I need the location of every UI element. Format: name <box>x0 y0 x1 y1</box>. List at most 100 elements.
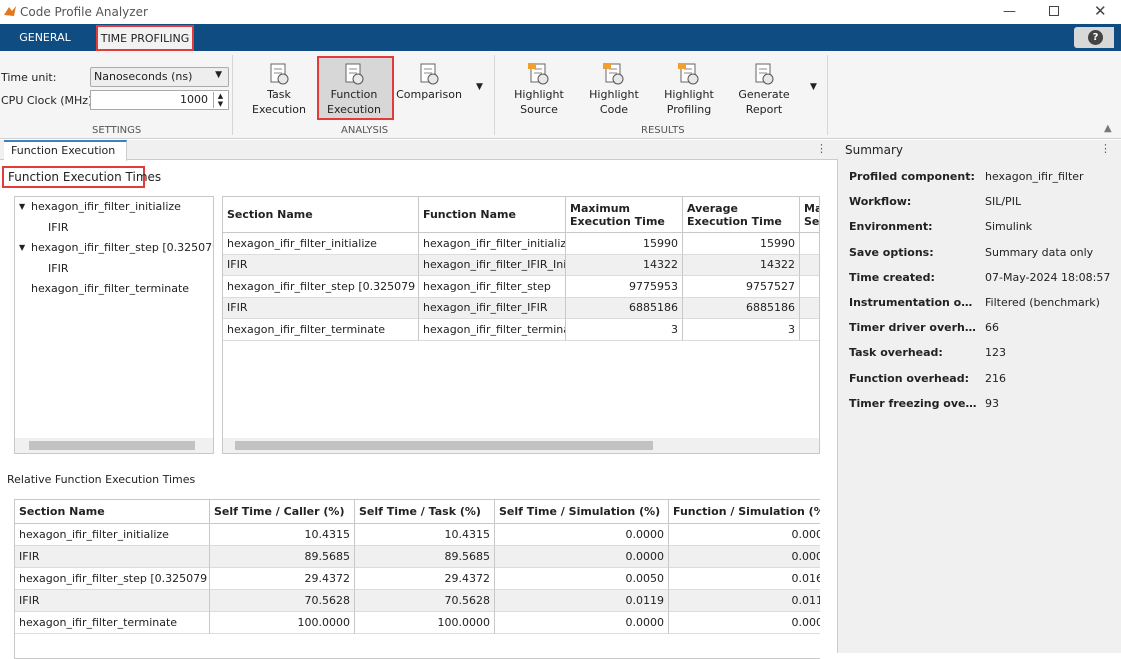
header-text: Maximum <box>570 201 630 215</box>
title-bar: Code Profile Analyzer — ✕ <box>0 0 1121 24</box>
table-cell: 100.0000 <box>210 612 355 634</box>
ribbon-button[interactable]: Comparison <box>393 56 465 120</box>
group-label: RESULTS <box>641 125 685 136</box>
collapse-toolstrip[interactable]: ▲ <box>1104 123 1112 134</box>
panel-tab-label: Function Execution <box>11 144 116 157</box>
column-header[interactable]: Function Name <box>419 197 566 233</box>
close-button[interactable]: ✕ <box>1094 2 1107 20</box>
table-cell: 0.0000 <box>495 524 669 546</box>
expand-arrow[interactable]: ▼ <box>19 243 26 252</box>
toolstrip: Time unit: Nanoseconds (ns) ▼ CPU Clock … <box>0 51 1121 139</box>
table-cell: 0.0119 <box>669 590 820 612</box>
ribbon-button[interactable]: Highlight Profiling <box>653 56 725 120</box>
h-scrollbar[interactable] <box>15 438 213 453</box>
table-cell: 0.0000 <box>669 612 820 634</box>
table-cell: IFIR <box>15 590 210 612</box>
column-header[interactable]: Function / Simulation (%) <box>669 500 820 524</box>
minimize-button[interactable]: — <box>1003 4 1016 19</box>
summary-value: hexagon_ifir_filter <box>985 170 1084 183</box>
button-label: Generate <box>738 88 790 101</box>
column-header[interactable]: Section Name <box>15 500 210 524</box>
table-cell: 29.4372 <box>210 568 355 590</box>
cpu-clock-value: 1000 <box>180 93 208 106</box>
window-title: Code Profile Analyzer <box>20 5 148 19</box>
more-analysis[interactable]: ▼ <box>476 82 483 92</box>
table-cell: 0.0000 <box>495 546 669 568</box>
tree-node[interactable]: IFIR <box>48 220 69 234</box>
ribbon-button[interactable]: Task Execution <box>243 56 315 120</box>
summary-key: Profiled component: <box>849 170 975 183</box>
ribbon-button[interactable]: Generate Report <box>728 56 800 120</box>
header-text: Section Name <box>227 208 313 221</box>
time-unit-dropdown[interactable]: Nanoseconds (ns) ▼ <box>90 67 229 87</box>
summary-value: 93 <box>985 396 999 410</box>
table-cell: hexagon_ifir_filter_step <box>419 276 566 298</box>
table-cell: 3 <box>683 319 800 341</box>
summary-key: Instrumentation overhead: <box>849 296 977 309</box>
tab-time-profiling[interactable]: TIME PROFILING <box>96 25 194 51</box>
button-icon <box>678 63 699 85</box>
h-scrollbar[interactable] <box>223 438 819 453</box>
button-label: Comparison <box>396 88 462 101</box>
table-cell: 9757527 <box>683 276 800 298</box>
ribbon-button[interactable]: Highlight Source <box>503 56 575 120</box>
table-cell: hexagon_ifir_filter_IFIR_Init <box>419 254 566 276</box>
table-cell <box>800 319 819 341</box>
header-text: Ma <box>804 201 819 215</box>
button-label: Execution <box>327 103 381 116</box>
header-text: Execution Time <box>570 214 665 228</box>
table-cell: hexagon_ifir_filter_terminate <box>223 319 419 341</box>
button-icon <box>603 63 624 85</box>
table-cell: 14322 <box>566 254 683 276</box>
summary-key: Time created: <box>849 270 935 284</box>
button-label: Code <box>599 103 629 116</box>
column-header[interactable]: Self Time / Caller (%) <box>210 500 355 524</box>
table-cell: 15990 <box>566 233 683 255</box>
button-icon <box>270 63 289 85</box>
column-header[interactable]: Section Name <box>223 197 419 233</box>
summary-key: Function overhead: <box>849 371 969 385</box>
expand-arrow[interactable]: ▼ <box>19 202 26 211</box>
ribbon-button[interactable]: Highlight Code <box>578 56 650 120</box>
relative-table: Section Name Self Time / Caller (%) Self T… <box>14 499 820 659</box>
summary-menu[interactable]: ⋮ <box>1100 142 1111 155</box>
summary-value: 07-May-2024 18:08:57 <box>985 270 1111 284</box>
summary-key: Timer driver overhead: <box>849 321 977 335</box>
button-label: Profiling <box>666 103 712 116</box>
table-cell: IFIR <box>223 297 419 319</box>
table-cell: 89.5685 <box>355 546 495 568</box>
panel-tab[interactable]: Function Execution <box>4 140 127 161</box>
more-results[interactable]: ▼ <box>810 82 817 92</box>
panel-menu[interactable]: ⋮ <box>816 142 827 155</box>
column-header[interactable]: MaSel <box>800 197 820 233</box>
help-button[interactable]: ? <box>1074 27 1114 48</box>
column-header[interactable]: Self Time / Task (%) <box>355 500 495 524</box>
section-title-frame: Function Execution Times <box>2 166 161 188</box>
header-text: Sel <box>804 214 820 228</box>
table-cell: 14322 <box>683 254 800 276</box>
tree-node[interactable]: hexagon_ifir_filter_initialize <box>31 200 181 213</box>
summary-key: Timer freezing overhead: <box>849 396 977 410</box>
table-cell: 10.4315 <box>210 524 355 546</box>
maximize-button[interactable] <box>1049 6 1059 16</box>
table-cell: hexagon_ifir_filter_step [0.325079 0] <box>223 276 419 298</box>
cpu-clock-input[interactable]: 1000 ▲ ▼ <box>90 90 229 110</box>
cpu-clock-label: CPU Clock (MHz): <box>1 94 97 107</box>
time-unit-value: Nanoseconds (ns) <box>94 70 193 83</box>
table-cell: hexagon_ifir_filter_IFIR <box>419 297 566 319</box>
time-unit-label: Time unit: <box>1 71 57 84</box>
column-header[interactable]: Average Execution Time <box>683 197 800 233</box>
header-text: Function Name <box>423 208 516 221</box>
table-cell: hexagon_ifir_filter_terminate <box>15 612 210 634</box>
column-header[interactable]: Maximum Execution Time <box>566 197 683 233</box>
tree-node[interactable]: IFIR <box>48 261 69 275</box>
tree-node[interactable]: hexagon_ifir_filter_step [0.325079 0] <box>31 241 213 254</box>
summary-panel: Summary ⋮ Profiled component: hexagon_ifi… <box>838 140 1121 653</box>
column-header[interactable]: Self Time / Simulation (%) <box>495 500 669 524</box>
tab-general[interactable]: GENERAL <box>14 24 76 51</box>
summary-title: Summary <box>845 143 903 157</box>
tree-node[interactable]: hexagon_ifir_filter_terminate <box>31 282 190 295</box>
ribbon-button[interactable]: Function Execution <box>318 56 390 120</box>
table-cell: IFIR <box>15 546 210 568</box>
